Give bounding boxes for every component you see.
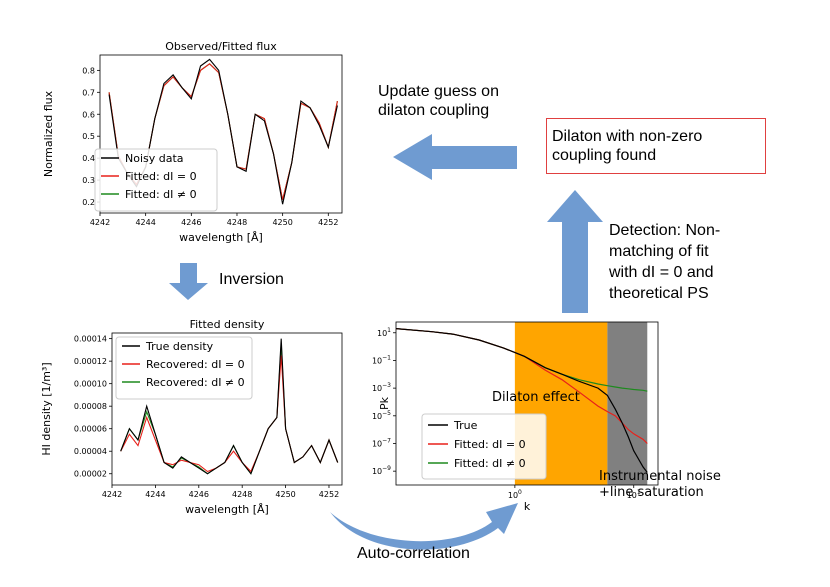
y-tick-label: 0.6 (82, 110, 95, 119)
x-tick-label: 4246 (189, 490, 209, 499)
region-1 (607, 322, 648, 485)
update-guess-label: Update guess on dilaton coupling (378, 82, 499, 120)
update-guess-line2: dilaton coupling (378, 102, 490, 120)
y-axis-label: Pk (378, 396, 391, 410)
found-line2: coupling found (552, 147, 657, 165)
update-arrow (393, 134, 517, 180)
dilaton-effect-label: Dilaton effect (492, 390, 580, 405)
legend-box (421, 413, 547, 480)
y-tick-label: 0.00014 (74, 335, 107, 344)
x-tick-label: 101 (627, 489, 641, 500)
x-tick-label: 4244 (145, 490, 165, 499)
x-tick-label: 4252 (319, 490, 339, 499)
legend-box (115, 336, 253, 400)
x-tick-label: 4250 (275, 490, 295, 499)
legend-entry: Fitted: dI ≠ 0 (454, 457, 526, 470)
inversion-arrow (169, 263, 208, 300)
y-tick-label: 0.2 (82, 198, 95, 207)
y-tick-label: 10−1 (372, 354, 391, 365)
coupling-found-box: Dilaton with non-zero coupling found (546, 118, 766, 174)
plot-frame (111, 332, 343, 486)
x-tick-label: 4248 (227, 218, 247, 227)
y-tick-label: 0.8 (82, 66, 95, 75)
y-tick-label: 0.7 (82, 88, 95, 97)
x-tick-label: 4242 (90, 218, 110, 227)
x-tick-label: 4250 (272, 218, 292, 227)
density-chart: Fitted density wavelength [Å] HI density [… (40, 318, 343, 516)
detection-label: Detection: Non- matching of fit with dI … (609, 220, 720, 304)
found-line1: Dilaton with non-zero (552, 128, 703, 145)
plot-frame (395, 321, 659, 486)
x-tick-label: 4246 (181, 218, 201, 227)
y-tick-label: 0.00008 (74, 402, 107, 411)
y-tick-label: 0.00006 (74, 425, 107, 434)
detection-line1: Detection: Non- (609, 222, 721, 239)
update-guess-line1: Update guess on (378, 83, 499, 100)
detection-line4: theoretical PS (609, 285, 709, 302)
legend-box (94, 148, 218, 212)
x-tick-label: 4248 (232, 490, 252, 499)
power-spectrum-chart: k Pk 100 101 101 10−1 10−3 10−5 10−7 10−9 True Fitt… (372, 321, 659, 513)
y-tick-label: 10−9 (372, 465, 391, 476)
detection-arrow (547, 190, 603, 313)
y-tick-label: 10−7 (372, 437, 391, 448)
legend-entry: Recovered: dI = 0 (146, 358, 245, 371)
y-axis-label: Normalized flux (42, 90, 55, 177)
x-axis-label: wavelength [Å] (179, 231, 263, 244)
y-axis-label: HI density [1/m³] (40, 362, 53, 455)
x-tick-label: 4244 (135, 218, 155, 227)
y-tick-label: 0.00010 (74, 380, 107, 389)
legend-entry: True density (145, 340, 214, 353)
noise-line1: Instrumental noise (599, 469, 721, 484)
y-tick-label: 0.3 (82, 176, 95, 185)
chart-title: Fitted density (190, 318, 265, 331)
y-tick-label: 101 (377, 327, 391, 338)
legend-entry: Fitted: dI ≠ 0 (125, 188, 197, 201)
x-tick-label: 100 (508, 489, 522, 500)
autocorrelation-label: Auto-correlation (357, 545, 470, 562)
detection-line3: with dI = 0 and (609, 264, 714, 281)
x-axis-label: wavelength [Å] (185, 503, 269, 516)
series-line-0 (395, 328, 648, 473)
y-tick-label: 10−3 (372, 382, 391, 393)
y-tick-label: 0.4 (82, 154, 95, 163)
y-tick-label: 10−5 (372, 410, 391, 421)
coupling-found-text: Dilaton with non-zero coupling found (552, 127, 702, 165)
inversion-label: Inversion (219, 271, 284, 288)
series-line-0 (120, 338, 339, 475)
autocorrelation-arrow (330, 503, 518, 550)
y-tick-label: 0.00012 (74, 357, 107, 366)
legend-entry: Noisy data (125, 152, 184, 165)
legend-entry: Fitted: dI = 0 (454, 438, 526, 451)
noise-line2: +line saturation (599, 485, 704, 500)
y-tick-label: 0.00004 (74, 447, 107, 456)
x-axis-label: k (524, 500, 531, 513)
x-tick-label: 4252 (318, 218, 338, 227)
chart-title: Observed/Fitted flux (165, 40, 277, 53)
x-tick-label: 4242 (102, 490, 122, 499)
noise-label: Instrumental noise +line saturation (599, 469, 721, 501)
plot-frame (99, 54, 343, 214)
legend-entry: Fitted: dI = 0 (125, 170, 197, 183)
legend-entry: True (453, 419, 478, 432)
y-tick-label: 0.00002 (74, 470, 107, 479)
flux-chart: Observed/Fitted flux wavelength [Å] Normal… (42, 40, 343, 244)
y-tick-label: 0.5 (82, 132, 95, 141)
detection-line2: matching of fit (609, 243, 709, 260)
legend-entry: Recovered: dI ≠ 0 (146, 376, 245, 389)
